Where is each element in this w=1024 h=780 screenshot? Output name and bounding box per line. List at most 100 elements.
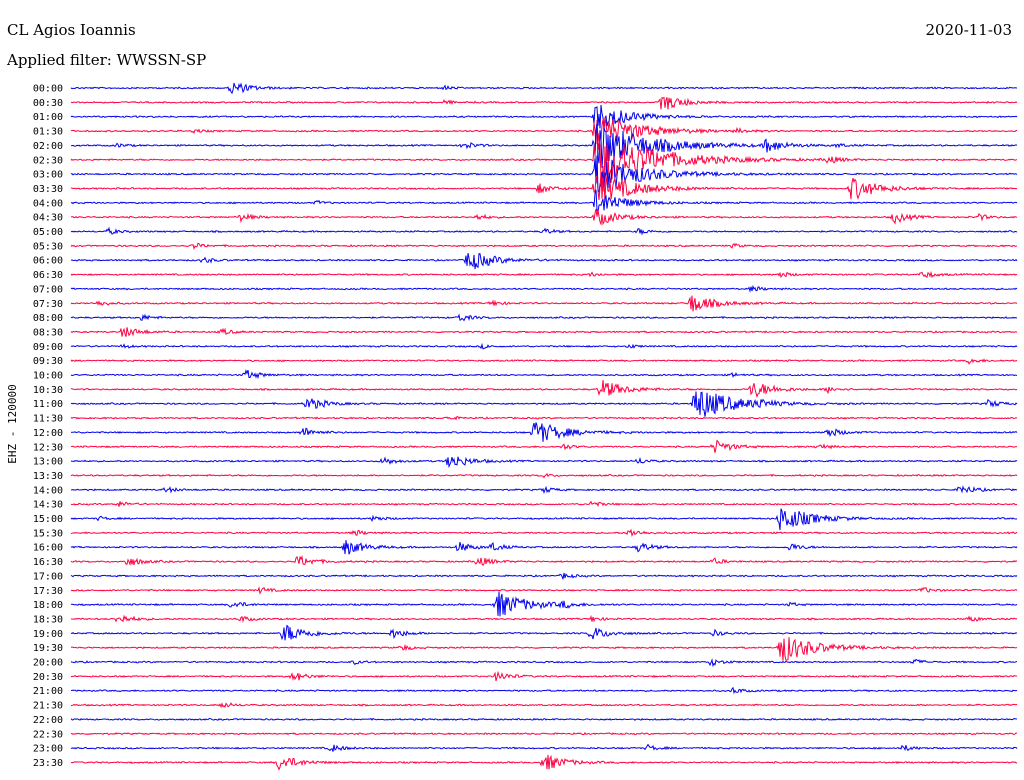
- trace-row: 21:00: [33, 686, 1018, 697]
- time-label: 09:00: [33, 342, 63, 353]
- time-label: 16:30: [33, 557, 63, 568]
- trace-row: 12:30: [33, 439, 1018, 453]
- seismogram-trace: [70, 295, 1018, 312]
- seismogram-trace: [70, 313, 1018, 322]
- trace-row: 08:00: [33, 313, 1018, 324]
- time-label: 01:00: [33, 112, 63, 123]
- trace-row: 18:30: [33, 614, 1018, 625]
- time-label: 18:30: [33, 614, 63, 625]
- seismogram-trace: [70, 508, 1018, 531]
- seismogram-trace: [70, 500, 1018, 508]
- trace-row: 01:30: [33, 117, 1018, 150]
- trace-row: 02:00: [33, 123, 1018, 168]
- trace-row: 10:00: [33, 369, 1018, 382]
- trace-row: 11:00: [33, 391, 1018, 417]
- time-label: 18:00: [33, 600, 63, 611]
- trace-row: 23:00: [33, 744, 1018, 755]
- seismogram-trace: [70, 132, 1018, 186]
- time-label: 11:30: [33, 414, 63, 425]
- trace-row: 06:30: [33, 270, 1018, 281]
- trace-row: 17:30: [33, 586, 1018, 597]
- seismogram-trace: [70, 732, 1018, 736]
- time-label: 23:00: [33, 744, 63, 755]
- time-label: 14:30: [33, 500, 63, 511]
- trace-rows: 00:00 00:30 01:00 01:30 02:00 02:30 03:00 03:30…: [33, 82, 1018, 771]
- time-label: 19:00: [33, 629, 63, 640]
- trace-row: 13:30: [33, 471, 1018, 482]
- seismogram-trace: [70, 104, 1018, 129]
- trace-row: 15:30: [33, 528, 1018, 539]
- time-label: 00:30: [33, 98, 63, 109]
- time-label: 21:30: [33, 701, 63, 712]
- time-label: 11:00: [33, 399, 63, 410]
- station-title: CL Agios Ioannis: [7, 21, 136, 39]
- seismogram-trace: [70, 172, 1018, 203]
- trace-row: 07:00: [33, 284, 1018, 295]
- seismogram-trace: [70, 456, 1018, 469]
- seismogram-trace: [70, 123, 1018, 168]
- time-label: 06:30: [33, 270, 63, 281]
- seismogram-trace: [70, 754, 1018, 771]
- trace-row: 08:30: [33, 327, 1018, 338]
- time-label: 15:00: [33, 514, 63, 525]
- trace-row: 23:30: [33, 754, 1018, 771]
- trace-row: 07:30: [33, 295, 1018, 312]
- trace-row: 18:00: [33, 591, 1018, 617]
- time-label: 02:00: [33, 141, 63, 152]
- seismogram-trace: [70, 472, 1018, 479]
- seismogram-trace: [70, 540, 1018, 555]
- seismogram-trace: [70, 253, 1018, 270]
- time-label: 22:30: [33, 729, 63, 740]
- time-label: 08:00: [33, 313, 63, 324]
- trace-row: 16:00: [33, 540, 1018, 555]
- seismogram-trace: [70, 416, 1018, 421]
- trace-row: 04:00: [33, 189, 1018, 213]
- seismogram-trace: [70, 670, 1018, 682]
- time-label: 01:30: [33, 127, 63, 138]
- seismogram-trace: [70, 528, 1018, 537]
- seismogram-trace: [70, 208, 1018, 226]
- trace-row: 02:30: [33, 132, 1018, 186]
- trace-row: 21:30: [33, 701, 1018, 712]
- time-label: 07:30: [33, 299, 63, 310]
- trace-row: 22:30: [33, 729, 1018, 740]
- trace-row: 00:00: [33, 82, 1018, 95]
- time-label: 17:00: [33, 571, 63, 582]
- seismogram-trace: [70, 270, 1018, 279]
- seismogram-trace: [70, 614, 1018, 623]
- trace-row: 00:30: [33, 96, 1018, 110]
- trace-row: 10:30: [33, 379, 1018, 399]
- trace-row: 01:00: [33, 104, 1018, 129]
- seismogram-trace: [70, 379, 1018, 399]
- seismogram-trace: [70, 554, 1018, 567]
- seismogram-trace: [70, 327, 1018, 337]
- seismogram-trace: [70, 369, 1018, 380]
- seismogram-trace: [70, 358, 1018, 365]
- seismogram-trace: [70, 422, 1018, 442]
- seismogram-trace: [70, 391, 1018, 417]
- time-label: 20:00: [33, 658, 63, 669]
- time-label: 10:00: [33, 371, 63, 382]
- time-label: 10:30: [33, 385, 63, 396]
- time-label: 08:30: [33, 327, 63, 338]
- date-label: 2020-11-03: [925, 21, 1012, 39]
- seismogram-trace: [70, 658, 1018, 668]
- seismogram-trace: [70, 439, 1018, 453]
- time-label: 12:00: [33, 428, 63, 439]
- trace-row: 16:30: [33, 554, 1018, 568]
- seismogram-trace: [70, 117, 1018, 150]
- trace-row: 05:00: [33, 226, 1018, 238]
- time-label: 13:30: [33, 471, 63, 482]
- seismogram-trace: [70, 189, 1018, 213]
- time-label: 13:00: [33, 457, 63, 468]
- seismogram-trace: [70, 624, 1018, 641]
- time-label: 20:30: [33, 672, 63, 683]
- seismogram-trace: [70, 702, 1018, 709]
- seismogram-trace: [70, 342, 1018, 350]
- time-label: 14:00: [33, 485, 63, 496]
- trace-row: 13:00: [33, 456, 1018, 469]
- trace-row: 14:30: [33, 500, 1018, 511]
- trace-row: 06:00: [33, 253, 1018, 270]
- time-label: 00:00: [33, 84, 63, 95]
